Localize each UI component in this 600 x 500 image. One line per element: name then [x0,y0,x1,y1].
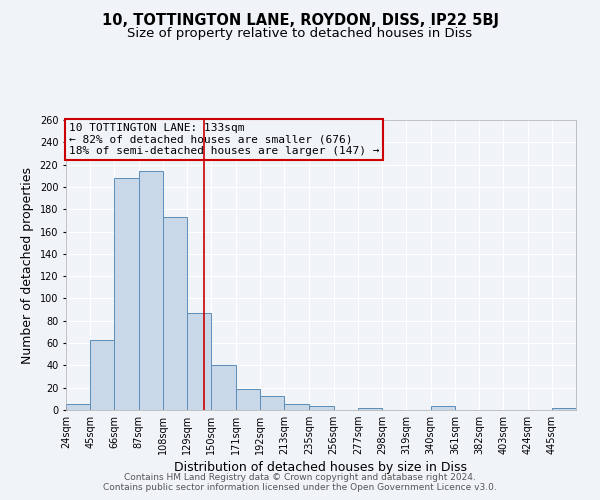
Bar [211,366,236,410]
Bar [90,340,115,410]
Bar [260,396,284,410]
Bar [163,217,187,410]
Text: Contains public sector information licensed under the Open Government Licence v3: Contains public sector information licen… [103,484,497,492]
Text: Size of property relative to detached houses in Diss: Size of property relative to detached ho… [127,28,473,40]
Bar [358,408,382,410]
Bar [552,408,576,410]
Bar [236,389,260,410]
Bar [187,313,211,410]
Text: 10 TOTTINGTON LANE: 133sqm
← 82% of detached houses are smaller (676)
18% of sem: 10 TOTTINGTON LANE: 133sqm ← 82% of deta… [68,123,379,156]
Y-axis label: Number of detached properties: Number of detached properties [21,166,34,364]
Bar [115,178,139,410]
Bar [310,406,334,410]
Text: Contains HM Land Registry data © Crown copyright and database right 2024.: Contains HM Land Registry data © Crown c… [124,472,476,482]
Bar [431,406,455,410]
X-axis label: Distribution of detached houses by size in Diss: Distribution of detached houses by size … [175,462,467,474]
Text: 10, TOTTINGTON LANE, ROYDON, DISS, IP22 5BJ: 10, TOTTINGTON LANE, ROYDON, DISS, IP22 … [101,12,499,28]
Bar [139,172,163,410]
Bar [66,404,90,410]
Bar [284,404,310,410]
